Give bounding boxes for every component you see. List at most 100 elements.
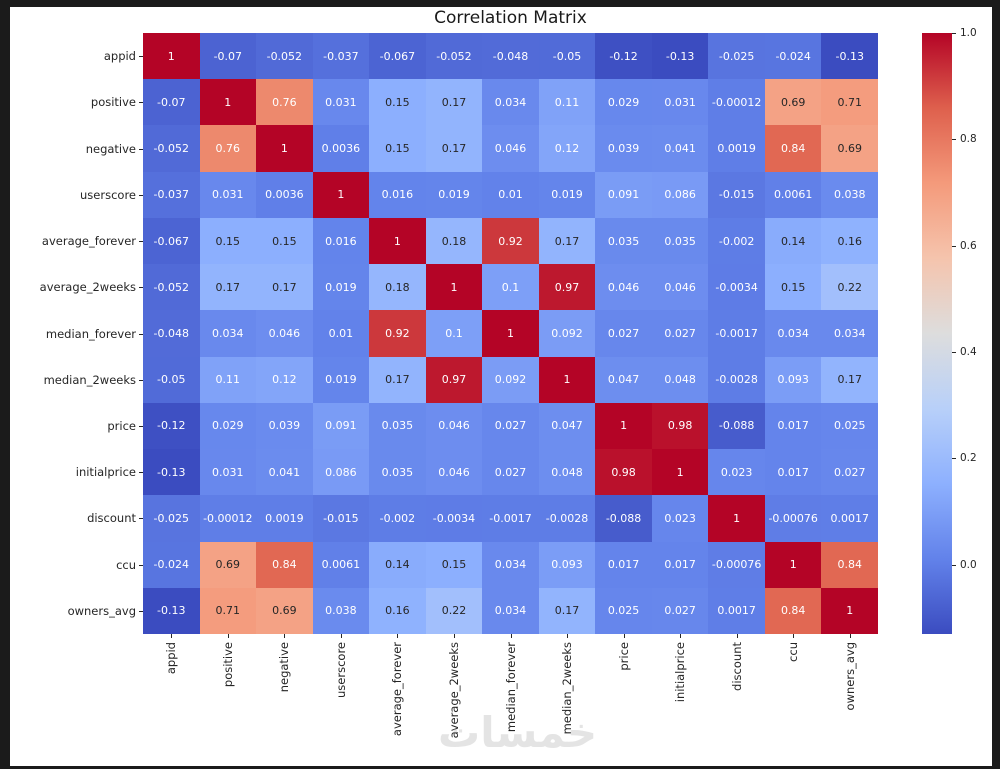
heatmap-cell: 0.98 [595, 449, 652, 496]
y-axis-tick [139, 472, 143, 473]
heatmap-cell: 0.017 [651, 541, 709, 588]
heatmap-cell: 0.046 [651, 264, 709, 311]
heatmap-cell: 0.092 [538, 310, 596, 357]
heatmap-cell: 0.047 [538, 402, 596, 450]
heatmap-cell: -0.07 [199, 33, 257, 80]
watermark: خمسات [438, 708, 598, 757]
x-axis-tick [511, 634, 512, 638]
heatmap-cell: 1 [764, 541, 822, 588]
colorbar-tick [952, 246, 956, 247]
heatmap-cell: 0.92 [482, 217, 539, 265]
heatmap-cell: -0.13 [821, 33, 878, 80]
heatmap-cell: 0.086 [312, 449, 370, 496]
row-label: initialprice [75, 465, 136, 480]
heatmap-cell: 0.031 [199, 449, 257, 496]
heatmap-cell: 0.22 [821, 264, 878, 311]
y-axis-tick [139, 102, 143, 103]
heatmap-cell: 1 [143, 33, 200, 80]
y-axis-tick [139, 287, 143, 288]
heatmap-cell: 0.69 [821, 125, 878, 172]
heatmap-cell: 0.17 [425, 79, 483, 126]
y-axis-tick [139, 149, 143, 150]
heatmap-cell: -0.088 [708, 402, 765, 450]
heatmap-cell: 0.027 [482, 402, 539, 450]
heatmap-cell: 0.17 [425, 125, 483, 172]
x-axis-tick [341, 634, 342, 638]
heatmap-cell: 0.92 [369, 310, 426, 357]
heatmap-cell: 0.027 [482, 449, 539, 496]
heatmap-cell: 0.035 [595, 217, 652, 265]
heatmap-cell: 0.18 [369, 264, 426, 311]
heatmap-cell: 1 [199, 79, 257, 126]
heatmap-cell: 0.97 [538, 264, 596, 311]
heatmap-cell: 0.69 [199, 541, 257, 588]
heatmap-cell: 0.016 [312, 217, 370, 265]
heatmap-cell: -0.0028 [538, 495, 596, 542]
row-label: owners_avg [67, 603, 136, 618]
heatmap-cell: 0.025 [595, 587, 652, 634]
chart-title: Correlation Matrix [434, 8, 587, 28]
colorbar-tick [952, 33, 956, 34]
heatmap-cell: 0.84 [256, 541, 313, 588]
heatmap-cell: 0.025 [821, 402, 878, 450]
x-axis-tick [624, 634, 625, 638]
heatmap-cell: 0.15 [425, 541, 483, 588]
heatmap-cell: 0.0019 [708, 125, 765, 172]
heatmap-cell: -0.12 [595, 33, 652, 80]
heatmap-cell: 0.046 [256, 310, 313, 357]
heatmap-grid: 1 -0.07 -0.052 -0.037 -0.067 -0.052 -0.048 -0.0… [143, 33, 878, 634]
heatmap-cell: 0.17 [538, 217, 596, 265]
heatmap-cell: -0.00076 [708, 541, 765, 588]
heatmap-cell: 0.039 [595, 125, 652, 172]
colorbar-tick-label: 1.0 [960, 27, 977, 39]
column-label: positive [220, 642, 235, 688]
column-label: ccu [786, 642, 801, 662]
heatmap-cell: -0.05 [143, 356, 200, 403]
heatmap-cell: 0.1 [425, 310, 483, 357]
heatmap-cell: 0.0019 [256, 495, 313, 542]
colorbar-tick [952, 352, 956, 353]
heatmap-cell: 0.029 [199, 402, 257, 450]
y-axis-tick [139, 518, 143, 519]
heatmap-cell: 0.046 [425, 449, 483, 496]
heatmap-cell: 1 [708, 495, 765, 542]
heatmap-cell: 0.84 [764, 125, 822, 172]
row-label: appid [103, 49, 136, 64]
colorbar [922, 33, 952, 634]
heatmap-cell: -0.05 [538, 33, 596, 80]
heatmap-cell: -0.048 [143, 310, 200, 357]
heatmap-cell: 0.031 [312, 79, 370, 126]
column-label: negative [277, 642, 292, 693]
heatmap-cell: 0.046 [595, 264, 652, 311]
heatmap-cell: 0.031 [651, 79, 709, 126]
heatmap-cell: -0.0028 [708, 356, 765, 403]
heatmap-cell: 0.034 [199, 310, 257, 357]
heatmap-cell: 1 [651, 449, 709, 496]
heatmap-cell: 0.84 [764, 587, 822, 634]
x-axis-tick [284, 634, 285, 638]
heatmap-cell: -0.067 [143, 217, 200, 265]
heatmap-cell: -0.052 [425, 33, 483, 80]
row-label: negative [85, 141, 136, 156]
colorbar-tick-label: 0.4 [960, 346, 977, 358]
heatmap-cell: 1 [425, 264, 483, 311]
heatmap-cell: 0.15 [369, 125, 426, 172]
column-label: appid [164, 642, 179, 675]
heatmap-cell: -0.002 [369, 495, 426, 542]
row-label: average_forever [41, 234, 136, 249]
heatmap-cell: 0.027 [595, 310, 652, 357]
heatmap-cell: 0.17 [199, 264, 257, 311]
heatmap-cell: -0.015 [708, 171, 765, 218]
heatmap-cell: -0.052 [256, 33, 313, 80]
heatmap-cell: 0.034 [764, 310, 822, 357]
heatmap-cell: 0.0017 [821, 495, 878, 542]
colorbar-tick-label: 0.6 [960, 240, 977, 252]
heatmap-cell: -0.015 [312, 495, 370, 542]
row-label: median_2weeks [43, 372, 136, 387]
heatmap-cell: 0.027 [821, 449, 878, 496]
colorbar-tick-label: 0.0 [960, 559, 977, 571]
heatmap-cell: 1 [256, 125, 313, 172]
heatmap-cell: 0.97 [425, 356, 483, 403]
heatmap-cell: 0.019 [312, 356, 370, 403]
heatmap-cell: -0.13 [143, 449, 200, 496]
